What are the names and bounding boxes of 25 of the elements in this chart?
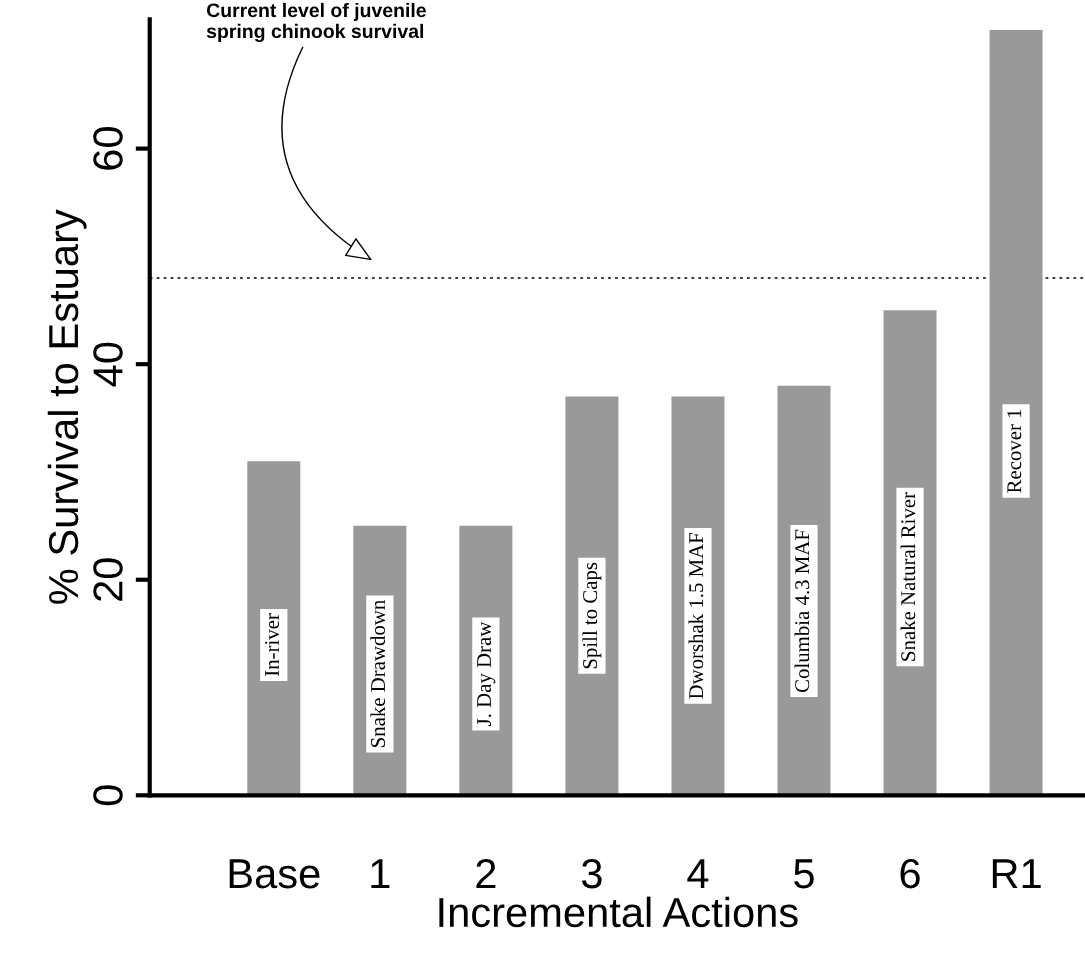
x-tick-label: 2 [476,858,496,888]
x-tick-label: 6 [900,858,920,889]
y-tick-label: 20 [93,558,123,601]
annotation: J. Day Draw [477,621,496,726]
bar [989,30,1043,796]
x-tick-label: 4 [687,859,709,888]
annotation: Spill to Caps [582,562,602,669]
y-tick-label: 60 [93,127,123,170]
annotation: In-river [265,613,280,676]
annotation: Columbia 4.3 MAF [794,529,810,693]
x-tick-label: 5 [794,859,814,889]
annotation: Dworshak 1.5 MAF [688,532,704,699]
x-tick-label: R1 [992,859,1041,888]
bar [247,461,301,796]
x-tick-label: 3 [581,858,602,889]
annotation: Snake Drawdown [370,600,386,747]
y-tick-label: 40 [93,342,123,387]
annotation: Snake Natural River [900,492,916,661]
x-tick-label: 1 [371,859,390,888]
ref-line-label: Current level of juvenile spring chinook survival [206,2,426,43]
y-axis-title: % Survival to Estuary [47,209,87,604]
annotation: Recover 1 [1007,409,1022,493]
x-tick-label: Base [229,859,320,889]
x-axis-title: Incremental Actions [439,896,798,928]
y-tick-label: 0 [93,785,123,806]
